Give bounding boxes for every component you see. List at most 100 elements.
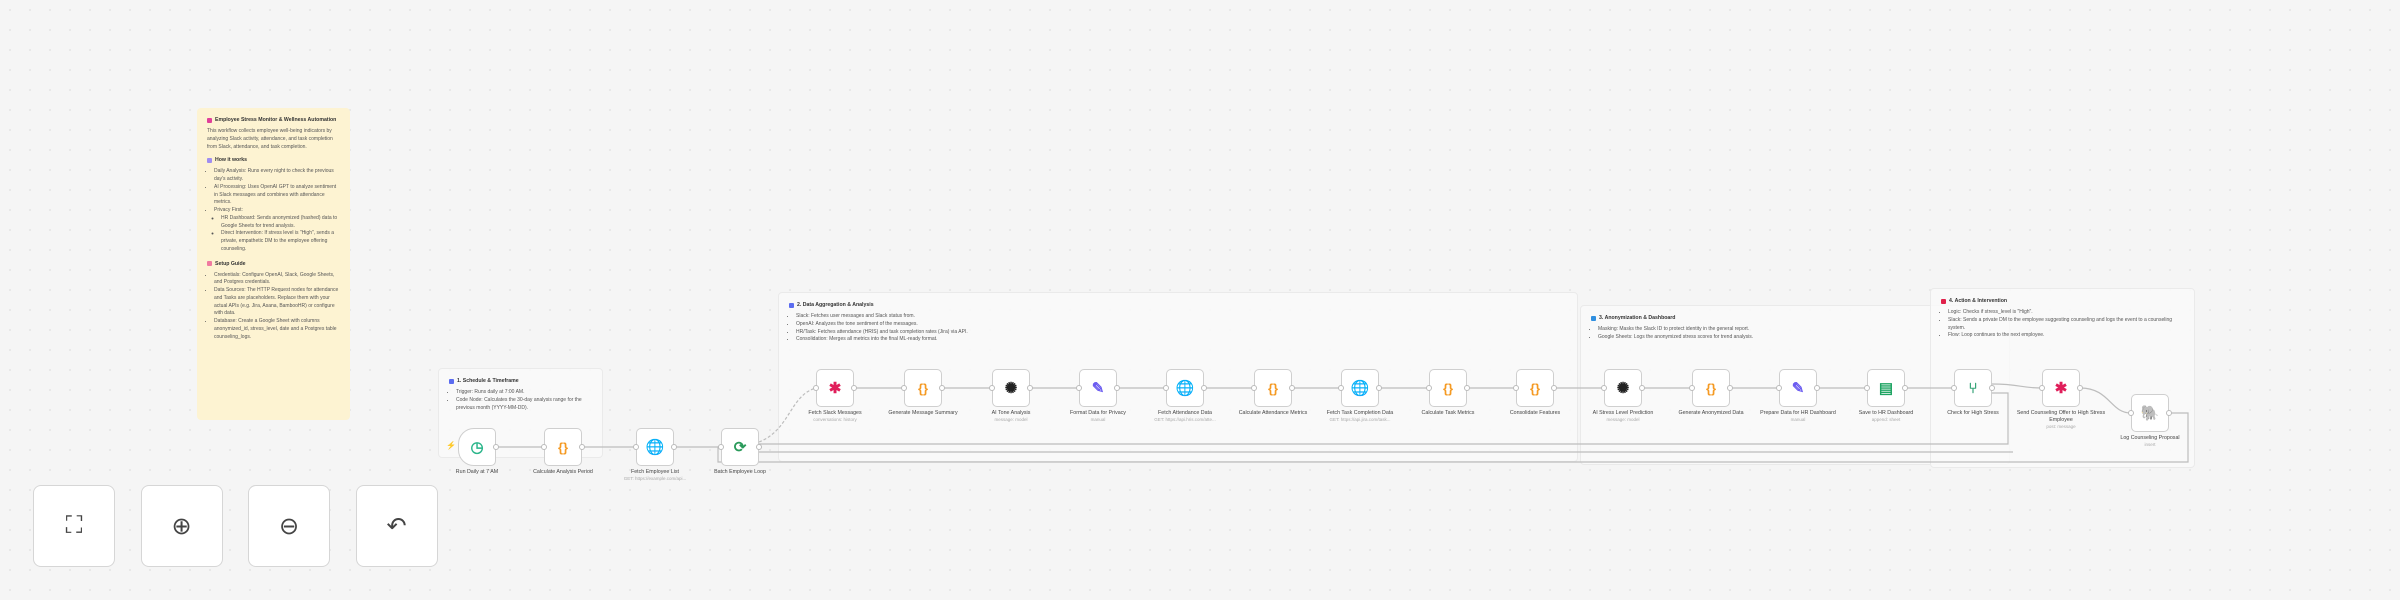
workflow-node[interactable]: ✎ bbox=[1776, 369, 1820, 407]
connection-line[interactable] bbox=[759, 392, 2009, 445]
output-port[interactable] bbox=[1114, 385, 1120, 391]
node-subtitle: post: message bbox=[2046, 423, 2076, 429]
output-port[interactable] bbox=[1027, 385, 1033, 391]
workflow-node[interactable]: ✱ bbox=[813, 369, 857, 407]
input-port[interactable] bbox=[1251, 385, 1257, 391]
connection-line[interactable] bbox=[717, 412, 2189, 463]
input-port[interactable] bbox=[1601, 385, 1607, 391]
setup-item: Credentials: Configure OpenAI, Slack, Go… bbox=[214, 272, 340, 288]
node-title: Fetch Slack Messages bbox=[808, 410, 862, 416]
output-port[interactable] bbox=[1727, 385, 1733, 391]
input-port[interactable] bbox=[1513, 385, 1519, 391]
node-subtitle: conversations: history bbox=[813, 416, 857, 422]
node-subtitle: manual bbox=[1790, 416, 1806, 422]
sticky-note-overview[interactable]: Employee Stress Monitor & Wellness Autom… bbox=[197, 108, 350, 420]
connection-line[interactable] bbox=[2079, 387, 2132, 414]
output-port[interactable] bbox=[1376, 385, 1382, 391]
input-port[interactable] bbox=[813, 385, 819, 391]
input-port[interactable] bbox=[2128, 410, 2134, 416]
output-port[interactable] bbox=[2166, 410, 2172, 416]
node-subtitle: append: sheet bbox=[1871, 416, 1901, 422]
workflow-node[interactable]: {} bbox=[1513, 369, 1557, 407]
input-port[interactable] bbox=[1338, 385, 1344, 391]
workflow-node[interactable]: ✱ bbox=[2039, 369, 2083, 407]
node-label: Fetch Employee List GET: https://example.… bbox=[610, 469, 700, 482]
input-port[interactable] bbox=[718, 444, 724, 450]
workflow-node[interactable]: {} bbox=[1689, 369, 1733, 407]
code-icon: {} bbox=[1267, 380, 1279, 396]
node-label: Save to HR Dashboard append: sheet bbox=[1841, 410, 1931, 423]
input-port[interactable] bbox=[1426, 385, 1432, 391]
workflow-node[interactable]: {} bbox=[1251, 369, 1295, 407]
output-port[interactable] bbox=[579, 444, 585, 450]
zoom-in-button[interactable]: ⊕ bbox=[140, 485, 223, 567]
node-title: Batch Employee Loop bbox=[714, 469, 766, 475]
node-label: Send Counseling Offer to High Stress Emp… bbox=[2016, 410, 2106, 430]
workflow-node[interactable]: ✺ bbox=[989, 369, 1033, 407]
workflow-node[interactable]: ✺ bbox=[1601, 369, 1645, 407]
node-label: Consolidate Features bbox=[1490, 410, 1580, 417]
output-port[interactable] bbox=[493, 444, 499, 450]
input-port[interactable] bbox=[541, 444, 547, 450]
node-title: Send Counseling Offer to High Stress Emp… bbox=[2016, 410, 2106, 423]
connection-line[interactable] bbox=[1991, 383, 2043, 389]
input-port[interactable] bbox=[1163, 385, 1169, 391]
section-title: 3. Anonymization & Dashboard bbox=[1599, 315, 1676, 321]
pencil-icon: ✎ bbox=[1091, 380, 1105, 397]
section-item: Google Sheets: Logs the anonymized stres… bbox=[1598, 334, 1999, 342]
node-label: Prepare Data for HR Dashboard manual bbox=[1753, 410, 1843, 423]
workflow-node[interactable]: {} bbox=[541, 428, 585, 466]
section-item: Slack: Sends a private DM to the employe… bbox=[1948, 317, 2184, 333]
workflow-node[interactable]: ⟳ bbox=[718, 428, 762, 466]
note-icon bbox=[207, 117, 212, 123]
input-port[interactable] bbox=[1076, 385, 1082, 391]
fit-view-button[interactable]: ⛶ bbox=[33, 485, 115, 567]
workflow-node[interactable]: 🌐 bbox=[1338, 369, 1382, 407]
note-intro: This workflow collects employee well-bei… bbox=[207, 128, 333, 150]
slack-icon: ✱ bbox=[2054, 380, 2068, 397]
workflow-node[interactable]: ✎ bbox=[1076, 369, 1120, 407]
setup-item: Database: Create a Google Sheet with col… bbox=[214, 318, 340, 341]
workflow-node[interactable]: ▤ bbox=[1864, 369, 1908, 407]
output-port[interactable] bbox=[671, 444, 677, 450]
input-port[interactable] bbox=[1951, 385, 1957, 391]
workflow-node[interactable]: {} bbox=[1426, 369, 1470, 407]
how-item: Privacy First: bbox=[214, 207, 340, 215]
workflow-node[interactable]: ⑂ bbox=[1951, 369, 1995, 407]
node-subtitle: insert bbox=[2144, 441, 2156, 447]
section-marker-icon bbox=[449, 378, 454, 384]
input-port[interactable] bbox=[989, 385, 995, 391]
output-port[interactable] bbox=[851, 385, 857, 391]
undo-button[interactable]: ↶ bbox=[355, 485, 438, 567]
node-label: Calculate Task Metrics bbox=[1403, 410, 1493, 417]
zoom-out-button[interactable]: ⊖ bbox=[248, 485, 330, 567]
input-port[interactable] bbox=[2039, 385, 2045, 391]
workflow-node[interactable]: 🌐 bbox=[1163, 369, 1207, 407]
output-port[interactable] bbox=[756, 444, 762, 450]
output-port[interactable] bbox=[1989, 385, 1995, 391]
workflow-node[interactable]: 🌐 bbox=[633, 428, 677, 466]
node-title: AI Tone Analysis bbox=[991, 410, 1031, 416]
output-port[interactable] bbox=[2077, 385, 2083, 391]
output-port[interactable] bbox=[1201, 385, 1207, 391]
input-port[interactable] bbox=[633, 444, 639, 450]
input-port[interactable] bbox=[1776, 385, 1782, 391]
output-port[interactable] bbox=[1551, 385, 1557, 391]
workflow-node[interactable]: 🐘 bbox=[2128, 394, 2172, 432]
output-port[interactable] bbox=[1464, 385, 1470, 391]
workflow-node[interactable]: {} bbox=[901, 369, 945, 407]
input-port[interactable] bbox=[1864, 385, 1870, 391]
output-port[interactable] bbox=[939, 385, 945, 391]
note-title: Employee Stress Monitor & Wellness Autom… bbox=[215, 117, 337, 123]
how-item: HR Dashboard: Sends anonymized (hashed) … bbox=[221, 215, 340, 231]
output-port[interactable] bbox=[1814, 385, 1820, 391]
connection-line[interactable] bbox=[758, 387, 817, 443]
section-item: Consolidation: Merges all metrics into t… bbox=[796, 336, 1567, 344]
output-port[interactable] bbox=[1639, 385, 1645, 391]
input-port[interactable] bbox=[901, 385, 907, 391]
output-port[interactable] bbox=[1902, 385, 1908, 391]
input-port[interactable] bbox=[1689, 385, 1695, 391]
section-item: Flow: Loop continues to the next employe… bbox=[1948, 332, 2184, 340]
output-port[interactable] bbox=[1289, 385, 1295, 391]
workflow-node[interactable]: ◷ bbox=[458, 428, 499, 466]
